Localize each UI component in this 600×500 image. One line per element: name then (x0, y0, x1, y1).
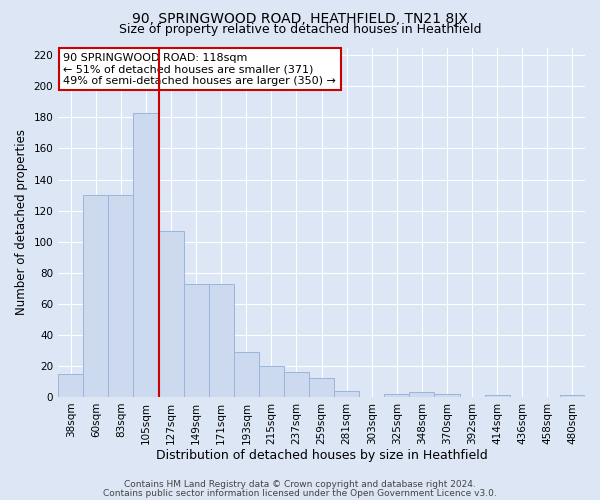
Bar (109, 195, 133, 397)
Bar (234, 352, 259, 397)
Bar (259, 366, 284, 397)
Text: Contains public sector information licensed under the Open Government Licence v3: Contains public sector information licen… (103, 488, 497, 498)
Bar (309, 378, 334, 397)
Y-axis label: Number of detached properties: Number of detached properties (15, 129, 28, 315)
Bar (83, 195, 109, 397)
Bar (560, 396, 585, 397)
Bar (133, 112, 158, 397)
Text: Size of property relative to detached houses in Heathfield: Size of property relative to detached ho… (119, 22, 481, 36)
X-axis label: Distribution of detached houses by size in Heathfield: Distribution of detached houses by size … (156, 450, 487, 462)
Bar (284, 372, 309, 397)
Bar (385, 394, 409, 397)
Bar (485, 396, 510, 397)
Bar (334, 390, 359, 397)
Text: 90 SPRINGWOOD ROAD: 118sqm
← 51% of detached houses are smaller (371)
49% of sem: 90 SPRINGWOOD ROAD: 118sqm ← 51% of deta… (64, 52, 337, 86)
Bar (184, 284, 209, 397)
Bar (158, 231, 184, 397)
Text: 90, SPRINGWOOD ROAD, HEATHFIELD, TN21 8JX: 90, SPRINGWOOD ROAD, HEATHFIELD, TN21 8J… (132, 12, 468, 26)
Bar (409, 392, 434, 397)
Text: Contains HM Land Registry data © Crown copyright and database right 2024.: Contains HM Land Registry data © Crown c… (124, 480, 476, 489)
Bar (58, 374, 83, 397)
Bar (209, 284, 234, 397)
Bar (434, 394, 460, 397)
